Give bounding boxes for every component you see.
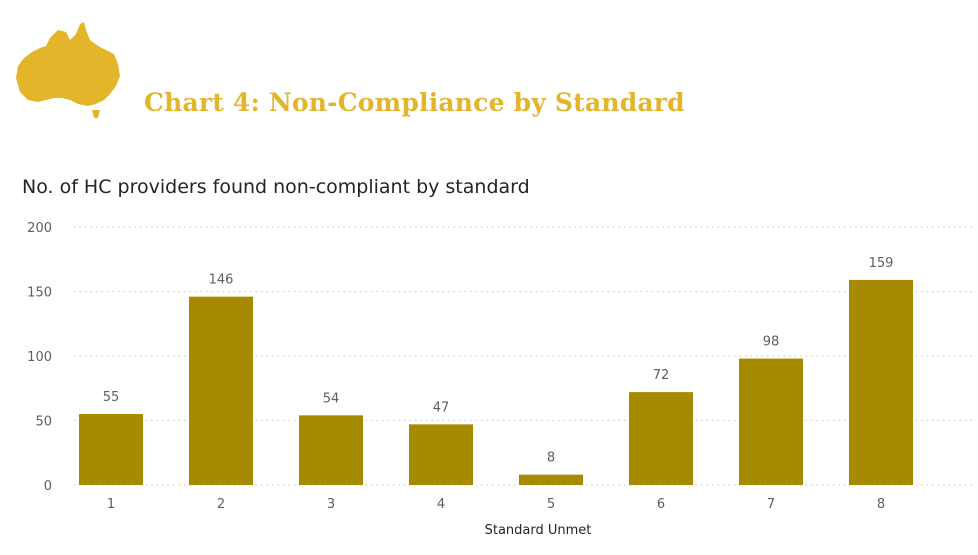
data-label: 98 xyxy=(763,335,780,350)
x-axis-title: Standard Unmet xyxy=(485,523,592,538)
bar-standard-4[interactable] xyxy=(409,424,473,485)
data-label: 8 xyxy=(547,451,555,466)
bar-standard-2[interactable] xyxy=(189,296,253,485)
y-tick-label: 0 xyxy=(44,479,52,494)
x-tick-label: 1 xyxy=(107,497,115,512)
y-tick-label: 100 xyxy=(27,350,52,365)
data-labels: 55 146 54 47 8 72 98 159 xyxy=(103,256,894,466)
x-tick-label: 4 xyxy=(437,497,445,512)
data-label: 72 xyxy=(653,368,670,383)
data-label: 146 xyxy=(209,273,234,288)
bar-standard-1[interactable] xyxy=(79,414,143,485)
x-tick-label: 7 xyxy=(767,497,775,512)
x-tick-label: 6 xyxy=(657,497,665,512)
bar-standard-6[interactable] xyxy=(629,392,693,485)
australia-map-icon xyxy=(16,22,120,118)
data-label: 159 xyxy=(869,256,894,271)
x-tick-label: 2 xyxy=(217,497,225,512)
y-axis-ticks: 0 50 100 150 200 xyxy=(27,221,52,494)
x-axis-ticks: 1 2 3 4 5 6 7 8 xyxy=(107,497,885,512)
data-label: 47 xyxy=(433,400,450,415)
bar-standard-5[interactable] xyxy=(519,474,583,485)
y-tick-label: 200 xyxy=(27,221,52,236)
data-label: 54 xyxy=(323,391,340,406)
bars xyxy=(79,279,913,485)
bar-standard-8[interactable] xyxy=(849,279,913,485)
y-tick-label: 50 xyxy=(35,415,52,430)
x-tick-label: 3 xyxy=(327,497,335,512)
x-tick-label: 5 xyxy=(547,497,555,512)
data-label: 55 xyxy=(103,390,120,405)
y-tick-label: 150 xyxy=(27,286,52,301)
bar-standard-7[interactable] xyxy=(739,358,803,485)
x-tick-label: 8 xyxy=(877,497,885,512)
bar-standard-3[interactable] xyxy=(299,415,363,485)
chart-title: No. of HC providers found non-compliant … xyxy=(22,176,530,198)
page-title: Chart 4: Non-Compliance by Standard xyxy=(144,88,685,117)
